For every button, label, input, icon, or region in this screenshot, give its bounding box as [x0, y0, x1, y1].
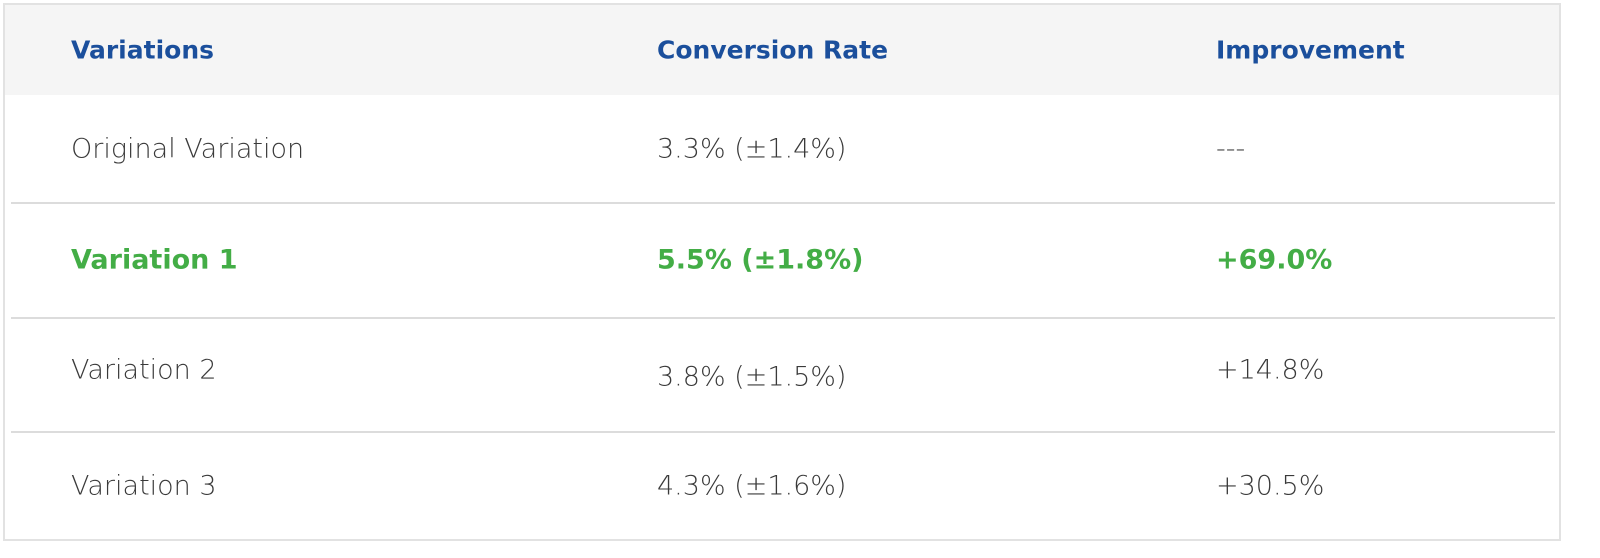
cell: 3.8% (±1.5%)	[657, 361, 847, 393]
table-row: Variation 3 4.3% (±1.6%) +30.5%	[5, 431, 1559, 541]
header-cell: Variations	[71, 35, 214, 65]
table-row: Variation 2 3.8% (±1.5%) +14.8%	[5, 317, 1559, 431]
cell: ---	[1216, 133, 1246, 164]
table-header: Variations Conversion Rate Improvement	[5, 5, 1559, 95]
cell: 3.3% (±1.4%)	[657, 133, 847, 164]
header-cell: Improvement	[1216, 35, 1405, 65]
table-row: Variation 1 5.5% (±1.8%) +69.0%	[5, 202, 1559, 317]
cell: +14.8%	[1216, 354, 1325, 386]
cell: Variation 1	[71, 244, 238, 275]
cell: 5.5% (±1.8%)	[657, 244, 864, 275]
cell: Variation 2	[71, 354, 217, 386]
header-cell: Conversion Rate	[657, 35, 889, 65]
cell: Original Variation	[71, 133, 305, 164]
cell: Variation 3	[71, 470, 217, 502]
cell: 4.3% (±1.6%)	[657, 470, 847, 502]
cell: +69.0%	[1216, 244, 1333, 275]
results-table: Variations Conversion Rate Improvement O…	[3, 3, 1561, 541]
table-row: Original Variation 3.3% (±1.4%) ---	[5, 95, 1559, 202]
cell: +30.5%	[1216, 470, 1325, 502]
